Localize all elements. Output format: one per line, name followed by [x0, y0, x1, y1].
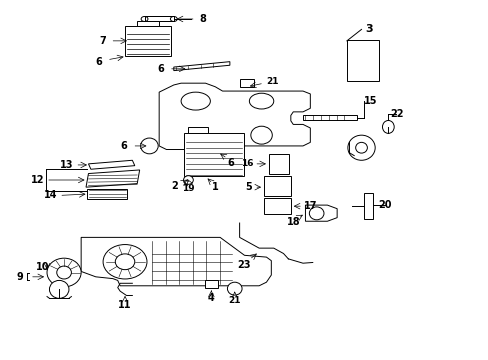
Polygon shape	[87, 189, 127, 199]
Bar	[183, 134, 244, 176]
Text: 20: 20	[377, 200, 391, 210]
Ellipse shape	[347, 135, 374, 160]
Text: 3: 3	[364, 24, 372, 35]
Text: 6: 6	[157, 64, 163, 74]
Bar	[264, 176, 290, 196]
Bar	[137, 22, 159, 26]
Text: 13: 13	[60, 159, 73, 170]
Text: 12: 12	[30, 175, 44, 185]
Bar	[264, 198, 290, 214]
Ellipse shape	[210, 145, 224, 158]
Ellipse shape	[309, 207, 324, 220]
Ellipse shape	[57, 266, 71, 279]
Bar	[125, 26, 171, 56]
Ellipse shape	[250, 126, 272, 144]
Text: 2: 2	[171, 181, 178, 192]
Ellipse shape	[47, 258, 81, 287]
Ellipse shape	[249, 93, 273, 109]
Text: 23: 23	[237, 260, 251, 270]
Text: 15: 15	[363, 96, 376, 106]
Ellipse shape	[181, 92, 210, 110]
Polygon shape	[144, 17, 173, 22]
Text: 14: 14	[43, 190, 57, 201]
Bar	[346, 40, 378, 81]
Bar	[363, 193, 372, 220]
Text: 6: 6	[120, 141, 127, 151]
Text: 22: 22	[389, 109, 403, 119]
Text: 9: 9	[17, 272, 23, 282]
Polygon shape	[303, 116, 356, 120]
Text: 5: 5	[244, 182, 251, 192]
Polygon shape	[305, 205, 336, 221]
Ellipse shape	[355, 142, 366, 153]
Bar	[188, 127, 207, 134]
Text: 4: 4	[207, 293, 214, 303]
Ellipse shape	[49, 280, 69, 298]
Text: 21: 21	[266, 77, 279, 86]
Polygon shape	[173, 62, 229, 71]
Ellipse shape	[227, 282, 242, 295]
Text: 6: 6	[227, 158, 234, 168]
Text: 19: 19	[182, 184, 194, 193]
Bar	[205, 280, 217, 288]
Ellipse shape	[103, 244, 147, 279]
Text: 18: 18	[286, 217, 300, 227]
Text: 7: 7	[100, 36, 106, 46]
Polygon shape	[159, 83, 310, 149]
Polygon shape	[86, 170, 140, 187]
Text: 8: 8	[199, 14, 206, 24]
Text: 6: 6	[96, 57, 102, 67]
Bar	[268, 154, 289, 174]
Ellipse shape	[183, 176, 193, 184]
Text: 1: 1	[211, 182, 218, 192]
Text: 21: 21	[228, 296, 241, 305]
Text: 10: 10	[36, 262, 49, 272]
Text: 11: 11	[118, 300, 131, 310]
Ellipse shape	[115, 254, 135, 270]
Text: 16: 16	[240, 159, 253, 168]
Ellipse shape	[141, 138, 158, 154]
Ellipse shape	[382, 121, 393, 134]
Bar	[239, 79, 254, 87]
Polygon shape	[81, 237, 271, 286]
Text: 17: 17	[303, 201, 316, 211]
Polygon shape	[88, 160, 135, 169]
